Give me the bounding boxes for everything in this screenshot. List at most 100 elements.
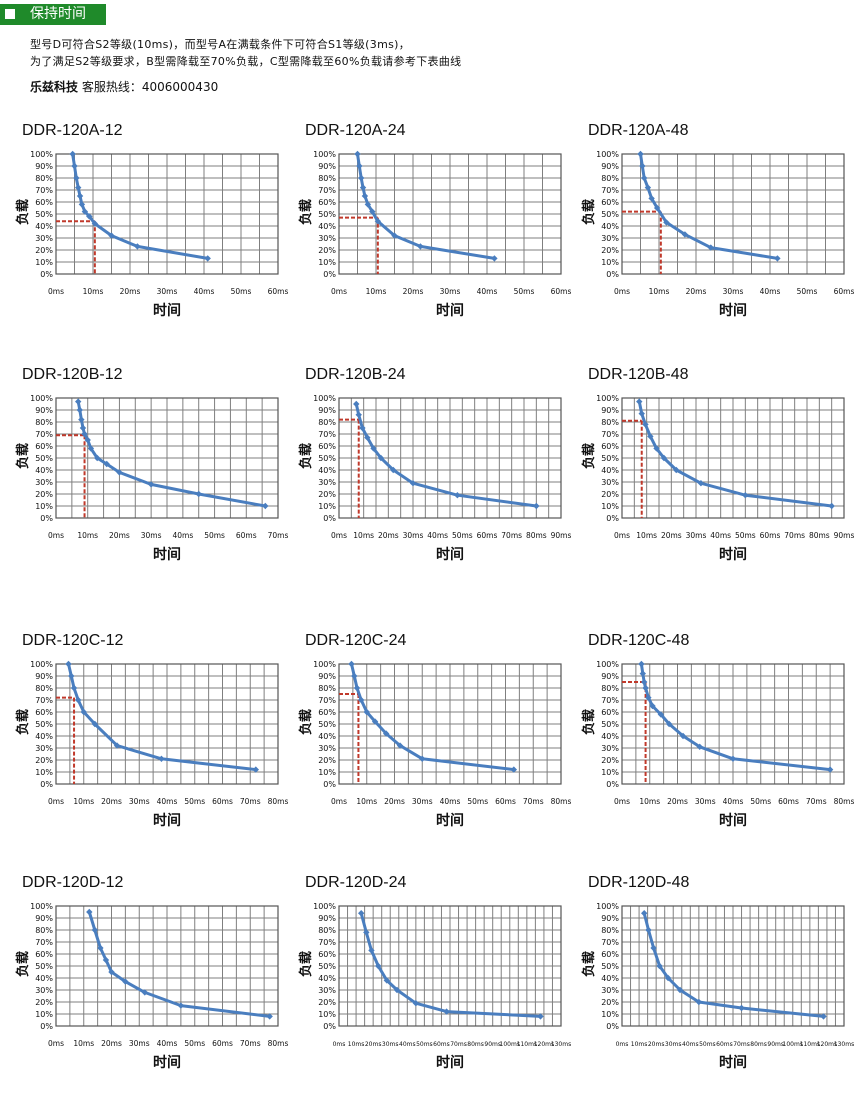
y-axis-title: 负载 [581,199,597,225]
x-tick-label: 20ms [120,287,141,296]
data-point [653,445,660,452]
y-axis-title: 负载 [298,199,314,225]
plot-frame [621,153,845,275]
y-tick-label: 100% [313,150,336,159]
description-line-1: 型号D可符合S2等级(10ms)，而型号A在满载条件下可符合S1等级(3ms)， [30,38,411,51]
chart-title: DDR-120D-48 [588,874,690,891]
x-tick-label: 10ms [73,797,94,806]
data-point [656,962,663,970]
data-point [116,469,123,476]
x-axis-title: 时间 [719,1055,747,1071]
y-tick-label: 10% [318,502,336,511]
data-point [81,430,88,438]
data-point [103,460,110,468]
data-point [91,720,99,728]
data-point [97,944,104,952]
y-tick-label: 10% [318,768,336,777]
plot-frame [338,905,562,1027]
x-tick-label: 0ms [331,531,347,540]
x-tick-label: 50ms [184,1039,205,1048]
x-tick-label: 70ms [240,797,261,806]
x-tick-label: 110ms [800,1041,820,1048]
data-point [358,174,365,182]
y-tick-label: 60% [601,950,619,959]
x-tick-label: 90ms [551,531,572,540]
brand-name: 乐兹科技 [30,80,79,94]
chart-svg: 100% 90% 80% 70% 60% 50% 40% 30% 20% 10% 0% 0ms 10ms… [581,394,855,540]
x-tick-label: 0ms [614,287,630,296]
hotline-phone: 4006000430 [141,80,219,94]
x-tick-label: 30ms [382,1041,399,1048]
data-point [642,684,649,692]
y-tick-label: 0% [606,270,619,279]
y-tick-label: 30% [35,234,53,243]
y-tick-label: 70% [601,430,619,439]
data-point [358,696,365,704]
y-tick-label: 30% [318,478,336,487]
data-point [359,184,367,191]
x-tick-label: 80ms [268,1039,289,1048]
x-tick-label: 40ms [710,531,731,540]
y-tick-label: 30% [601,234,619,243]
chart-title: DDR-120C-24 [305,632,407,649]
data-point [820,1013,827,1020]
chart-panel: DDR-120D-24 100% 90% 80% 70% 60% 50% 40% 30% 20% 1… [298,874,585,1084]
y-tick-label: 40% [318,222,336,231]
y-tick-label: 70% [35,938,53,947]
x-tick-label: 60ms [551,287,572,296]
x-tick-label: 20ms [403,287,424,296]
y-tick-label: 100% [596,902,619,911]
data-point [679,732,687,740]
y-tick-label: 50% [318,720,336,729]
section-header: 保持时间 [0,4,106,25]
y-tick-label: 60% [35,950,53,959]
y-tick-label: 10% [601,502,619,511]
y-tick-label: 0% [40,1022,53,1031]
y-tick-label: 0% [323,514,336,523]
chart-panel: DDR-120C-24 100% 90% 80% 70% 60% 50% 40% 30% 20% 1… [298,632,585,842]
data-point [76,406,83,414]
x-tick-label: 60ms [212,1039,233,1048]
x-tick-label: 40ms [427,531,448,540]
y-tick-label: 30% [318,986,336,995]
y-tick-label: 80% [318,926,336,935]
chart-panel: DDR-120B-48 100% 90% 80% 70% 60% 50% 40% 30% 20% 1… [581,366,861,576]
x-tick-label: 80ms [268,797,289,806]
data-point [369,208,376,215]
x-tick-label: 50ms [514,287,535,296]
x-tick-label: 50ms [797,287,818,296]
x-tick-label: 0ms [614,531,630,540]
data-point [391,232,398,239]
data-point [86,213,93,220]
data-point [79,424,87,432]
y-tick-label: 50% [35,454,53,463]
data-point [361,192,369,200]
x-axis-title: 时间 [436,813,464,829]
y-tick-label: 0% [40,270,53,279]
x-tick-label: 60ms [433,1041,450,1048]
x-tick-label: 40ms [399,1041,416,1048]
y-axis-title: 负载 [15,443,31,469]
x-tick-label: 70ms [806,797,827,806]
data-point [374,218,382,225]
x-tick-label: 30ms [686,531,707,540]
x-tick-label: 10ms [636,531,657,540]
hotline-label: 客服热线： [81,80,142,94]
x-tick-label: 10ms [73,1039,94,1048]
x-tick-label: 20ms [686,287,707,296]
y-tick-label: 30% [601,986,619,995]
plot-frame [55,397,279,519]
plot-frame [55,663,279,785]
x-tick-label: 90ms [834,531,855,540]
x-tick-label: 120ms [817,1041,837,1048]
data-point [409,480,417,487]
y-tick-label: 90% [601,672,619,681]
data-point [637,150,644,158]
plot-frame [55,905,279,1027]
x-tick-label: 10ms [649,287,670,296]
y-tick-label: 20% [318,756,336,765]
x-tick-label: 70ms [733,1041,750,1048]
y-tick-label: 10% [35,768,53,777]
y-tick-label: 40% [601,466,619,475]
chart-title: DDR-120D-24 [305,874,407,891]
